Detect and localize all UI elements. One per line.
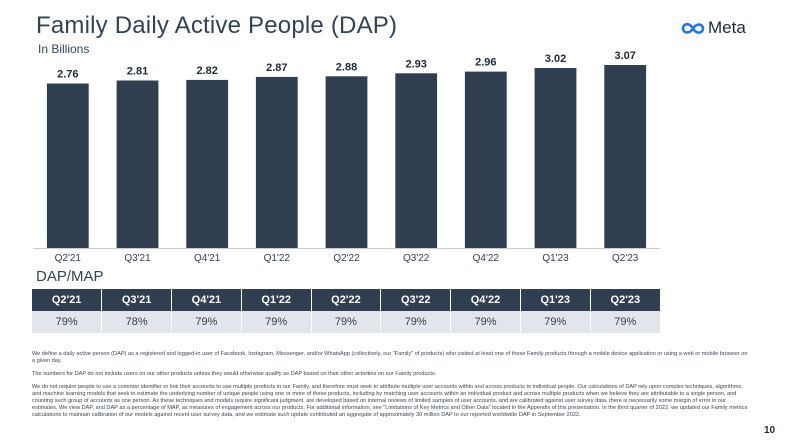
dap-map-value-cell: 79% bbox=[450, 311, 521, 333]
dap-map-section-title: DAP/MAP bbox=[36, 268, 104, 285]
dap-map-header-cell: Q1'22 bbox=[241, 289, 312, 311]
dap-bar bbox=[325, 76, 368, 248]
dap-map-header-cell: Q3'21 bbox=[101, 289, 173, 311]
dap-map-header-cell: Q4'22 bbox=[450, 289, 521, 311]
meta-logo-text: Meta bbox=[708, 18, 746, 37]
dap-map-value-cell: 79% bbox=[520, 311, 591, 333]
dap-value-label: 2.87 bbox=[266, 62, 287, 74]
x-tick-label: Q2'23 bbox=[612, 253, 639, 264]
dap-value-label: 2.76 bbox=[57, 69, 78, 81]
footnote-definition: We define a daily active person (DAP) as… bbox=[32, 351, 748, 364]
dap-map-header-cell: Q2'22 bbox=[311, 289, 382, 311]
dap-value-label: 2.81 bbox=[127, 66, 148, 78]
dap-map-value-cell: 79% bbox=[311, 311, 382, 333]
meta-infinity-icon bbox=[681, 22, 705, 34]
dap-map-header-row: Q2'21 Q3'21 Q4'21 Q1'22 Q2'22 Q3'22 Q4'2… bbox=[32, 289, 660, 311]
dap-map-header-cell: Q3'22 bbox=[380, 289, 452, 311]
dap-bar bbox=[534, 68, 577, 248]
dap-value-label: 2.96 bbox=[475, 57, 496, 69]
footnote-scope: The numbers for DAP do not include users… bbox=[32, 371, 437, 377]
x-tick-label: Q1'23 bbox=[542, 253, 569, 264]
dap-map-value-cell: 78% bbox=[101, 311, 173, 333]
page-title: Family Daily Active People (DAP) bbox=[36, 12, 398, 39]
dap-map-value-cell: 79% bbox=[171, 311, 242, 333]
dap-map-header-cell: Q2'23 bbox=[590, 289, 660, 311]
dap-map-header-cell: Q1'23 bbox=[520, 289, 591, 311]
dap-map-value-cell: 79% bbox=[32, 311, 103, 333]
dap-bar-chart: 2.76 2.81 2.82 2.87 2.88 2.93 2.96 3.02 3.07 Q2'… bbox=[33, 50, 660, 264]
dap-bar bbox=[186, 79, 229, 249]
x-tick-label: Q4'21 bbox=[194, 253, 221, 264]
x-tick-label: Q3'21 bbox=[124, 253, 151, 264]
dap-bar bbox=[255, 76, 298, 249]
dap-value-label: 3.02 bbox=[545, 53, 566, 65]
dap-map-table: Q2'21 Q3'21 Q4'21 Q1'22 Q2'22 Q3'22 Q4'2… bbox=[32, 289, 660, 333]
x-tick-label: Q2'21 bbox=[55, 253, 82, 264]
dap-bar bbox=[116, 80, 159, 248]
dap-bar bbox=[46, 83, 89, 248]
dap-bar bbox=[464, 71, 507, 248]
dap-bar bbox=[395, 73, 438, 248]
x-tick-label: Q1'22 bbox=[264, 253, 291, 264]
page-number: 10 bbox=[764, 425, 776, 436]
dap-value-label: 3.07 bbox=[614, 50, 635, 62]
meta-logo: Meta bbox=[681, 18, 746, 38]
x-tick-label: Q3'22 bbox=[403, 253, 430, 264]
dap-value-label: 2.82 bbox=[196, 65, 217, 77]
dap-value-label: 2.93 bbox=[405, 58, 426, 70]
dap-value-label: 2.88 bbox=[336, 61, 357, 73]
x-tick-label: Q2'22 bbox=[333, 253, 360, 264]
dap-map-value-row: 79% 78% 79% 79% 79% 79% 79% 79% 79% bbox=[32, 311, 660, 333]
dap-map-header-cell: Q4'21 bbox=[171, 289, 242, 311]
dap-map-value-cell: 79% bbox=[590, 311, 660, 333]
x-tick-label: Q4'22 bbox=[473, 253, 500, 264]
dap-map-header-cell: Q2'21 bbox=[32, 289, 103, 311]
dap-bar bbox=[604, 65, 647, 248]
chart-subtitle: In Billions bbox=[38, 42, 90, 56]
dap-map-value-cell: 79% bbox=[380, 311, 452, 333]
dap-map-value-cell: 79% bbox=[241, 311, 312, 333]
footnote-methodology: We do not require people to use a common… bbox=[32, 384, 748, 418]
